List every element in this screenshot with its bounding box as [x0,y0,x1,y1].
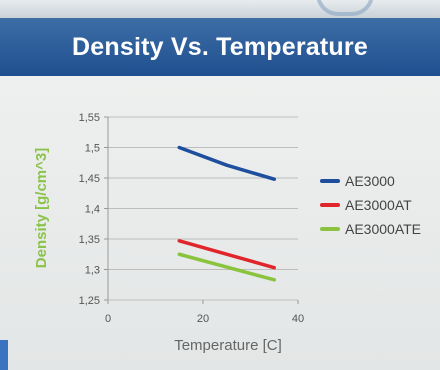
y-tick-label: 1,45 [79,173,100,185]
legend-label: AE3000 [345,173,395,189]
x-tick-label: 20 [197,313,209,325]
legend: AE3000 AE3000AT AE3000ATE [320,173,421,237]
grid-lines [108,116,298,301]
series-line-ae3000at [177,239,276,270]
y-ticks: 1,25 1,3 1,35 1,4 1,45 1,5 1,55 [79,112,108,307]
y-tick-label: 1,5 [85,143,100,155]
title-bar: Density Vs. Temperature [0,18,440,76]
chart-title: Density Vs. Temperature [72,32,368,61]
top-strip [0,0,440,18]
legend-label: AE3000ATE [345,221,421,237]
x-axis-label: Temperature [C] [174,337,282,354]
x-tick-label: 40 [292,313,304,325]
y-tick-label: 1,35 [79,234,100,246]
left-edge-accent [0,340,8,370]
y-tick-label: 1,25 [79,295,100,307]
x-tick-label: 0 [105,313,111,325]
series-line-ae3000ate [177,252,276,282]
y-tick-label: 1,4 [85,204,100,216]
chart-panel [0,76,440,370]
y-tick-label: 1,3 [85,265,100,277]
x-ticks: 0 20 40 [105,300,304,325]
series-line-ae3000 [177,145,276,181]
y-axis-label: Density [g/cm^3] [33,148,50,268]
series-lines [177,145,276,282]
y-tick-label: 1,55 [79,112,100,124]
legend-label: AE3000AT [345,197,412,213]
